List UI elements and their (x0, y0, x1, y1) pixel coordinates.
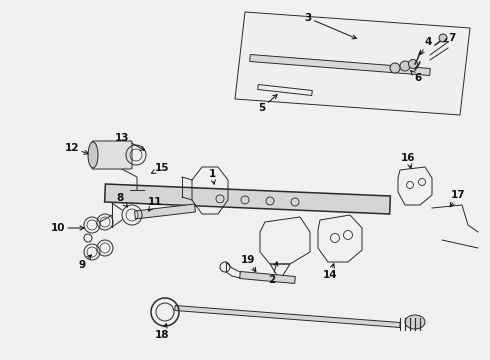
Text: 15: 15 (151, 163, 169, 173)
Text: 7: 7 (444, 33, 456, 43)
FancyBboxPatch shape (92, 141, 132, 169)
Text: 18: 18 (155, 324, 169, 340)
Ellipse shape (405, 315, 425, 329)
Polygon shape (135, 204, 196, 219)
Text: 4: 4 (420, 37, 432, 55)
Polygon shape (250, 54, 430, 76)
Text: 14: 14 (323, 264, 337, 280)
Text: 3: 3 (304, 13, 356, 39)
Text: 19: 19 (241, 255, 256, 272)
Text: 17: 17 (450, 190, 465, 207)
Circle shape (439, 34, 447, 42)
Polygon shape (105, 184, 391, 214)
Polygon shape (175, 306, 400, 328)
Text: 16: 16 (401, 153, 415, 168)
Text: 10: 10 (51, 223, 84, 233)
Text: 12: 12 (65, 143, 88, 154)
Polygon shape (235, 12, 470, 115)
Text: 2: 2 (269, 262, 278, 285)
Text: 8: 8 (117, 193, 127, 207)
Text: 9: 9 (78, 255, 91, 270)
Text: 5: 5 (258, 95, 277, 113)
Text: 11: 11 (148, 197, 162, 211)
Circle shape (409, 59, 417, 68)
Polygon shape (240, 271, 295, 283)
Text: 13: 13 (115, 133, 145, 150)
Text: 1: 1 (208, 169, 216, 184)
Circle shape (400, 61, 410, 71)
Text: 6: 6 (411, 71, 421, 83)
Circle shape (390, 63, 400, 73)
Ellipse shape (88, 142, 98, 168)
